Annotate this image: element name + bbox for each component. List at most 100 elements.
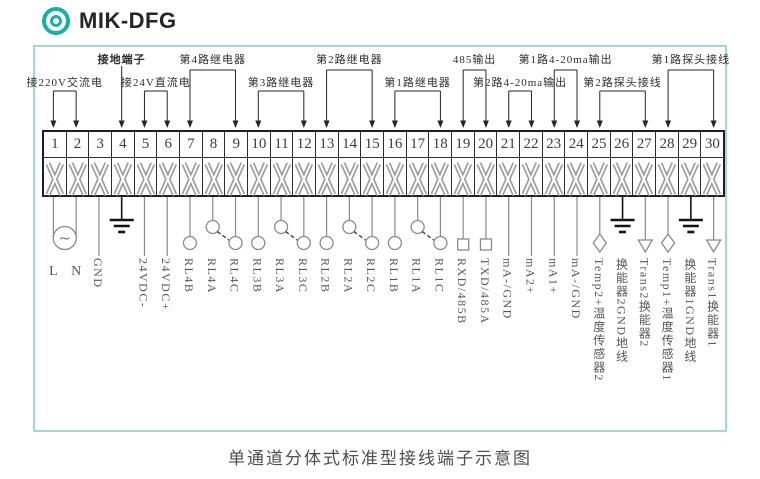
terminal-label: mA-/GND xyxy=(500,258,515,320)
brand-logo: MIK-DFG xyxy=(42,7,177,35)
terminal-label: RL4C xyxy=(227,258,242,294)
terminal-number: 13 xyxy=(316,132,338,158)
terminal-number: 17 xyxy=(406,132,429,158)
terminal-label: mA-/GND xyxy=(569,258,584,320)
terminal-cell: 23 xyxy=(542,132,566,197)
terminal-screw-icon xyxy=(271,158,293,200)
terminal-number: 22 xyxy=(520,132,542,158)
terminal-screw-icon xyxy=(429,158,451,200)
terminal-screw-icon xyxy=(316,158,338,200)
terminal-screw-icon xyxy=(588,158,610,200)
terminal-cell: 30 xyxy=(701,132,724,197)
wiring-group-label: 第1路4-20ma输出 xyxy=(518,54,613,66)
terminal-screw-icon xyxy=(339,158,361,200)
terminal-screw-icon xyxy=(67,158,89,200)
terminal-label: 换能器2GND地线 xyxy=(614,258,629,364)
terminal-screw-icon xyxy=(361,158,383,200)
terminal-screw-icon xyxy=(203,158,225,200)
wiring-group-label: 接24V直流电 xyxy=(120,77,191,89)
terminal-label: Temp2+温度传感器2 xyxy=(591,258,606,382)
terminal-cell: 20 xyxy=(474,132,498,197)
terminal-label: Trans2换能器2 xyxy=(637,258,652,348)
terminal-cell: 7 xyxy=(180,132,203,197)
terminal-screw-icon xyxy=(475,158,497,200)
terminal-cell: 2 xyxy=(66,132,90,197)
terminal-number: 3 xyxy=(89,132,112,158)
terminal-number: 10 xyxy=(248,132,270,158)
terminal-number: 24 xyxy=(565,132,588,158)
terminal-number: 29 xyxy=(678,132,701,158)
terminal-label: RL2C xyxy=(364,258,379,294)
terminal-label: RL1C xyxy=(432,258,447,294)
wiring-group-label: 第1路探头接线 xyxy=(651,54,731,66)
wiring-group-label: 第4路继电器 xyxy=(179,54,246,66)
terminal-cell: 19 xyxy=(452,132,475,197)
terminal-cell: 29 xyxy=(678,132,702,197)
terminal-number: 19 xyxy=(452,132,474,158)
terminal-cell: 16 xyxy=(384,132,407,197)
terminal-cell: 21 xyxy=(497,132,521,197)
terminal-cell: 6 xyxy=(157,132,181,197)
terminal-cell: 17 xyxy=(406,132,430,197)
terminal-cell: 14 xyxy=(338,132,362,197)
terminal-number: 14 xyxy=(338,132,361,158)
terminal-label: TXD/485A xyxy=(477,258,492,325)
terminal-number: 23 xyxy=(542,132,565,158)
terminal-number: 8 xyxy=(202,132,225,158)
terminal-screw-icon xyxy=(89,158,111,200)
terminal-label: 24VDC- xyxy=(136,258,151,309)
terminal-screw-icon xyxy=(520,158,542,200)
logo-inner-ring xyxy=(50,15,62,27)
terminal-number: 15 xyxy=(361,132,384,158)
terminal-number: 21 xyxy=(497,132,520,158)
terminal-number: 6 xyxy=(157,132,180,158)
terminal-number: 28 xyxy=(656,132,678,158)
terminal-screw-icon xyxy=(384,158,406,200)
wiring-group-label: 接地端子 xyxy=(97,54,146,66)
wiring-group-label: 接220V交流电 xyxy=(26,77,103,89)
terminal-label: RL1B xyxy=(386,258,401,294)
terminal-label: Trans1换能器1 xyxy=(705,258,720,348)
terminal-label: RL4A xyxy=(204,258,219,294)
terminal-cell: 11 xyxy=(270,132,294,197)
terminal-number: 25 xyxy=(588,132,610,158)
terminal-strip: 1 2 3 4 5 6 7 8 9 10 11 12 13 14 15 16 17 18 19 20 21 22 23 24 2… xyxy=(42,130,725,197)
terminal-number: 27 xyxy=(633,132,656,158)
wiring-group-label: 第2路继电器 xyxy=(316,54,383,66)
terminal-label: RXD/485B xyxy=(455,258,470,325)
terminal-label: RL3A xyxy=(273,258,288,294)
terminal-number: 11 xyxy=(270,132,293,158)
concentric-circles-logo-icon xyxy=(42,7,70,35)
terminal-cell: 5 xyxy=(134,132,158,197)
terminal-screw-icon xyxy=(112,158,134,200)
terminal-cell: 8 xyxy=(202,132,226,197)
terminal-cell: 25 xyxy=(588,132,611,197)
terminal-screw-icon xyxy=(180,158,202,200)
wiring-group-label: 485输出 xyxy=(452,54,497,66)
terminal-label: RL2A xyxy=(341,258,356,294)
terminal-number: 18 xyxy=(429,132,452,158)
terminal-screw-icon xyxy=(611,158,633,200)
terminal-number: 20 xyxy=(474,132,497,158)
terminal-number: 1 xyxy=(44,132,66,158)
terminal-number: 30 xyxy=(701,132,724,158)
terminal-cell: 28 xyxy=(656,132,679,197)
terminal-label: GND xyxy=(90,258,105,289)
diagram-frame xyxy=(33,45,727,432)
terminal-label: mA2+ xyxy=(523,258,538,295)
terminal-label: RL1A xyxy=(409,258,424,294)
terminal-screw-icon xyxy=(633,158,655,200)
terminal-cell: 22 xyxy=(520,132,543,197)
terminal-number: 12 xyxy=(293,132,316,158)
terminal-screw-icon xyxy=(225,158,247,200)
terminal-screw-icon xyxy=(497,158,519,200)
brand-name: MIK-DFG xyxy=(79,8,177,33)
terminal-cell: 4 xyxy=(112,132,135,197)
terminal-number: 16 xyxy=(384,132,406,158)
terminal-cell: 3 xyxy=(89,132,113,197)
terminal-cell: 10 xyxy=(248,132,271,197)
terminal-label: Temp1+温度传感器1 xyxy=(660,258,675,382)
terminal-screw-icon xyxy=(701,158,723,200)
wiring-group-label: 第1路继电器 xyxy=(384,77,451,89)
